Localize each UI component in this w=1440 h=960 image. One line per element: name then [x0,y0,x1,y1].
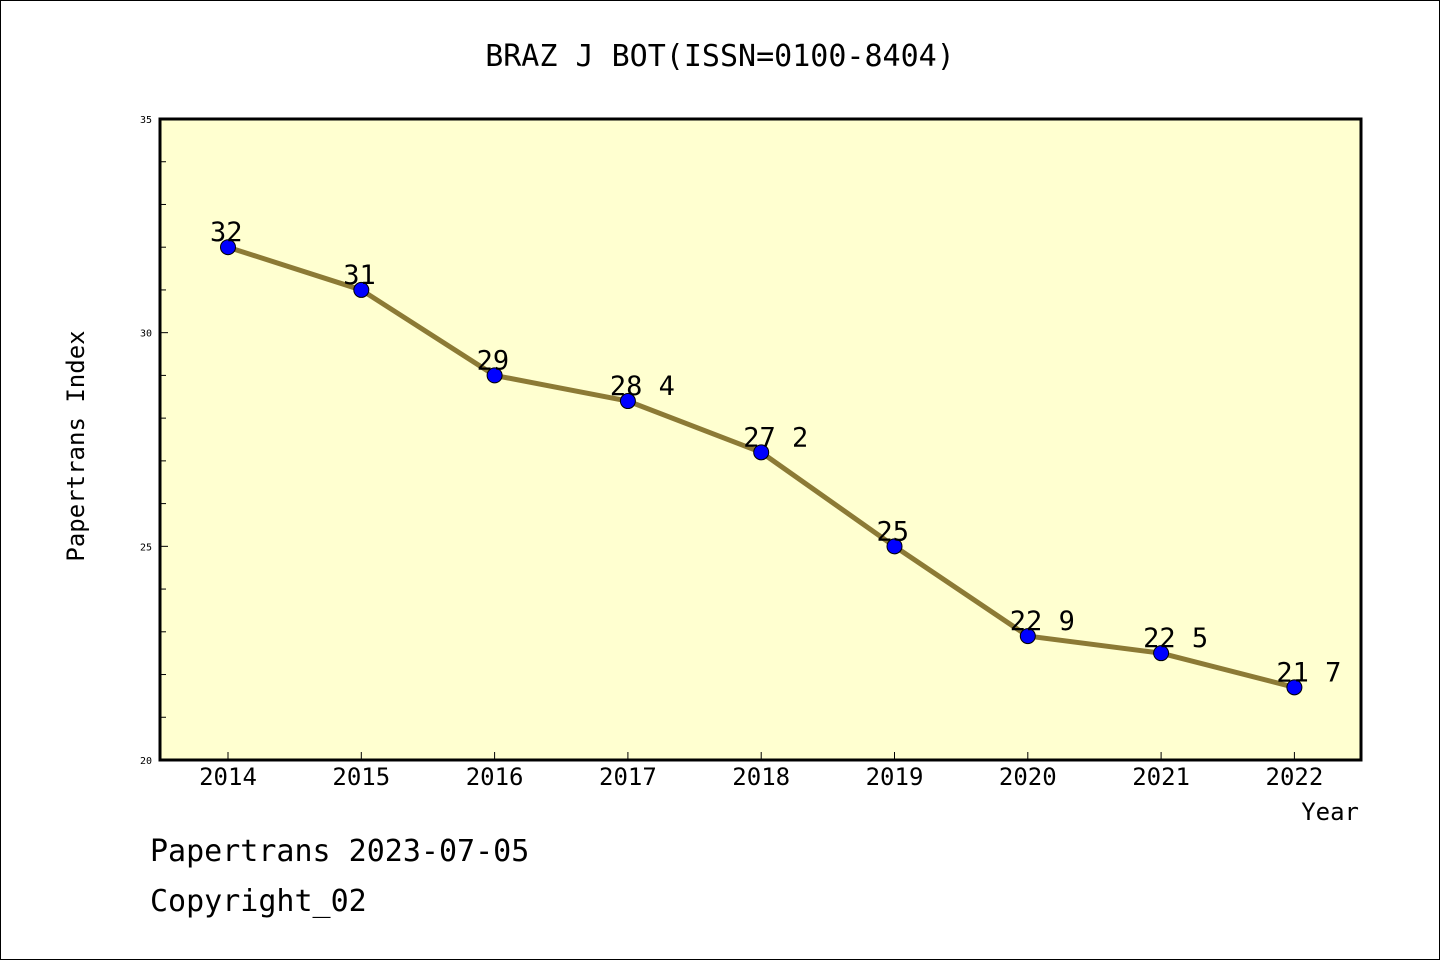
data-label: 22 9 [1010,606,1075,637]
x-tick-label: 2015 [332,763,390,791]
x-tick-label: 2022 [1266,763,1324,791]
data-point [753,444,770,461]
x-axis-label: Year [1301,798,1359,826]
data-point [486,367,503,384]
footer-date: Papertrans 2023-07-05 [150,834,530,869]
x-tick-label: 2017 [599,763,657,791]
y-tick-label: 30 [140,329,152,340]
data-point [1019,628,1036,645]
series: 32 31 29 28 4 27 2 25 22 9 22 5 21 7 [210,217,1341,696]
data-point [353,281,370,298]
x-tick-label: 2018 [732,763,790,791]
x-tick-label: 2021 [1132,763,1190,791]
x-tick-label: 2016 [466,763,524,791]
chart-title: BRAZ J BOT(ISSN=0100-8404) [485,39,955,74]
data-point [1153,645,1170,662]
x-tick-label: 2020 [999,763,1057,791]
data-label: 21 7 [1276,657,1341,688]
y-tick-label: 25 [140,542,152,553]
data-label: 22 5 [1143,623,1208,654]
data-label: 31 [343,260,376,291]
data-label: 28 4 [610,371,675,402]
x-tick-label: 2014 [199,763,257,791]
y-tick-label: 20 [140,756,152,767]
data-label: 29 [477,345,510,376]
data-label: 27 2 [743,422,808,453]
data-label: 25 [877,516,910,547]
data-label: 32 [210,217,243,248]
y-axis-label: Papertrans Index [62,330,90,561]
y-axis-ticks: 20 25 30 35 [140,115,168,767]
x-tick-label: 2019 [866,763,924,791]
data-point [1286,679,1303,696]
data-point [886,538,903,555]
footer-copyright: Copyright_02 [150,884,367,919]
data-point [220,239,236,256]
y-tick-label: 35 [140,115,152,126]
x-axis-ticks: 2014 2015 2016 2017 2018 2019 2020 2021 2022 [199,752,1323,791]
data-point [619,393,636,410]
